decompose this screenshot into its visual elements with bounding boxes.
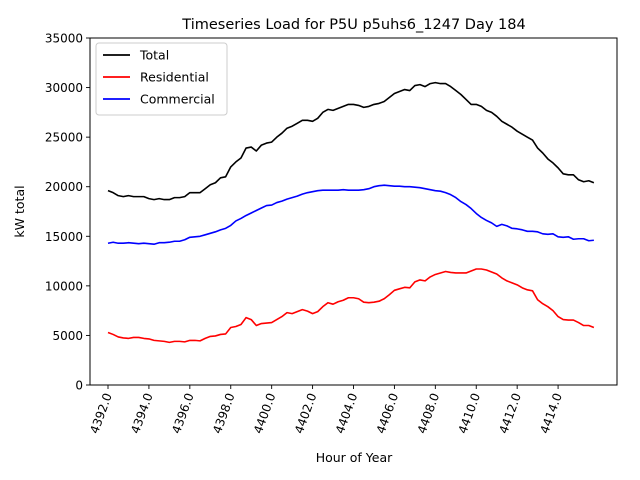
series-line-total bbox=[107, 81, 595, 201]
y-tick-label: 25000 bbox=[45, 131, 83, 145]
y-axis: 0 5000 10000 15000 20000 25000 30000 35000 bbox=[45, 32, 90, 393]
y-tick-label: 5000 bbox=[52, 329, 83, 343]
y-axis-label: kW total bbox=[12, 185, 27, 237]
x-axis-label: Hour of Year bbox=[316, 450, 393, 465]
y-tick-label: 0 bbox=[75, 379, 83, 393]
series-layer bbox=[107, 81, 595, 344]
legend-label-total: Total bbox=[139, 48, 169, 63]
series-line-commercial bbox=[107, 184, 594, 246]
legend-box bbox=[95, 42, 228, 116]
chart-title: Timeseries Load for P5U p5uhs6_1247 Day … bbox=[181, 17, 525, 33]
y-tick-label: 20000 bbox=[45, 180, 83, 194]
y-tick-label: 30000 bbox=[45, 81, 83, 95]
y-tick-label: 15000 bbox=[45, 230, 83, 244]
legend-label-commercial: Commercial bbox=[140, 92, 215, 107]
y-tick-label: 35000 bbox=[45, 32, 83, 46]
series-line-residential bbox=[107, 268, 595, 344]
plot-area bbox=[89, 37, 618, 386]
legend: Total Residential Commercial bbox=[95, 42, 228, 116]
legend-label-residential: Residential bbox=[140, 70, 209, 85]
y-tick-label: 10000 bbox=[45, 279, 83, 293]
